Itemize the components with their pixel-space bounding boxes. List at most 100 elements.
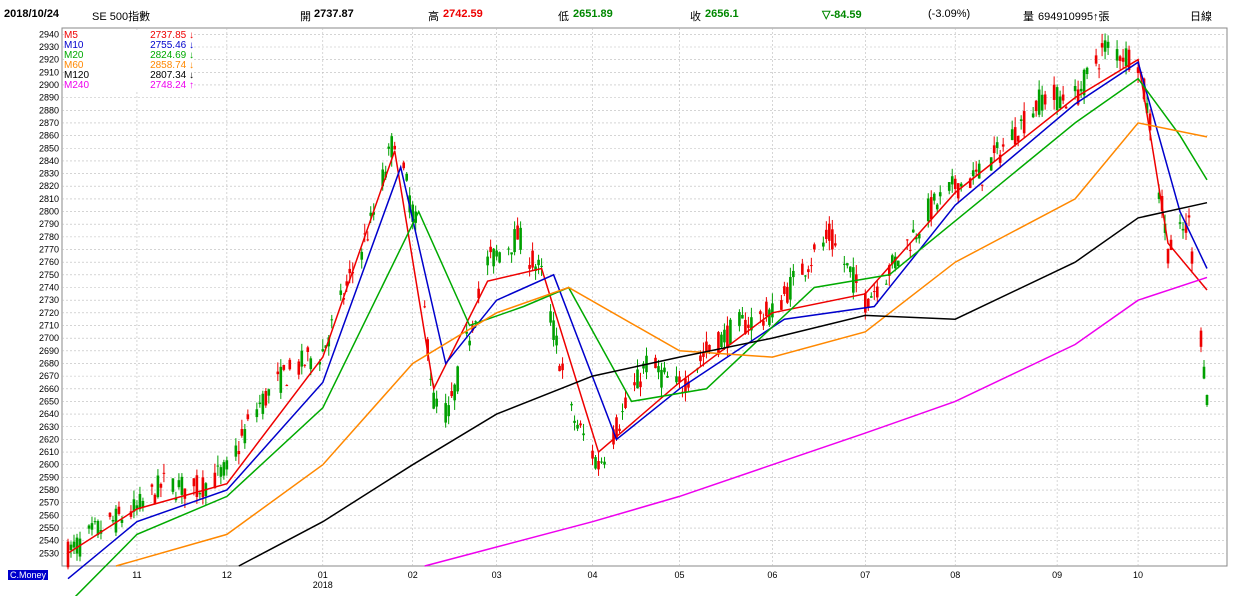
candle-body — [1043, 94, 1047, 105]
candle-body — [1205, 395, 1209, 405]
candle-body — [453, 384, 456, 401]
candle-body — [426, 339, 429, 356]
x-tick-label: 01 — [318, 570, 328, 580]
candle-body — [675, 376, 678, 383]
candle-body — [1187, 215, 1191, 218]
candle-body — [174, 498, 178, 501]
candle-body — [678, 376, 681, 382]
candle-body — [1085, 67, 1089, 75]
candle-body — [884, 283, 888, 285]
y-tick-label: 2800 — [39, 207, 59, 217]
candle-body — [363, 233, 367, 235]
candle-body — [1202, 366, 1206, 379]
candle-body — [1199, 330, 1203, 347]
candle-body — [1019, 119, 1023, 121]
legend-item-m240: M240 2748.24 ↑ — [64, 81, 194, 91]
candle-body — [1016, 135, 1020, 142]
ma-legend: M5 2737.85 ↓ M10 2755.46 ↓ M20 2824.69 ↓… — [64, 31, 194, 91]
candle-body — [603, 461, 606, 465]
legend-value: 2858.74 — [150, 60, 187, 71]
candle-body — [297, 361, 301, 375]
candle-body — [1082, 69, 1086, 96]
y-tick-label: 2930 — [39, 42, 59, 52]
volume-label: 量 — [1023, 11, 1034, 23]
candle-body — [87, 525, 91, 529]
y-tick-label: 2760 — [39, 257, 59, 267]
legend-item-m5: M5 2737.85 ↓ — [64, 31, 194, 41]
candle-body — [600, 461, 603, 463]
y-tick-label: 2780 — [39, 232, 59, 242]
candle-body — [875, 286, 879, 298]
y-tick-label: 2610 — [39, 447, 59, 457]
candle-body — [1118, 56, 1122, 61]
candle-body — [429, 378, 432, 380]
candle-body — [279, 366, 283, 393]
candle-body — [786, 286, 789, 303]
x-tick-label: 10 — [1133, 570, 1143, 580]
candle-body — [96, 520, 100, 535]
series-line-m60 — [115, 122, 1208, 567]
arrow-down-icon: ↓ — [189, 70, 194, 81]
candle-body — [1073, 86, 1077, 92]
candle-body — [971, 170, 975, 177]
candle-body — [726, 325, 729, 349]
candle-body — [486, 256, 489, 266]
candle-body — [780, 300, 783, 310]
legend-value: 2737.85 — [150, 30, 187, 41]
candle-body — [192, 478, 196, 487]
close-value: 2656.1 — [705, 8, 739, 20]
y-tick-label: 2720 — [39, 308, 59, 318]
candle-body — [360, 251, 364, 260]
candle-body — [1079, 88, 1083, 92]
candle-body — [507, 248, 510, 250]
candle-body — [456, 366, 459, 392]
low-label: 低 — [558, 11, 569, 23]
candle-body — [702, 351, 705, 357]
candle-body — [929, 197, 933, 220]
candle-body — [534, 266, 537, 271]
candle-body — [537, 259, 540, 266]
candle-body — [804, 275, 807, 277]
candle-body — [405, 173, 409, 181]
y-tick-label: 2920 — [39, 55, 59, 65]
candle-body — [771, 303, 774, 318]
candle-body — [1115, 49, 1119, 61]
candle-body — [1097, 68, 1101, 70]
candle-body — [474, 321, 477, 323]
candle-body — [1094, 55, 1098, 64]
candle-body — [264, 391, 268, 406]
candle-body — [789, 276, 792, 300]
candle-body — [1031, 113, 1035, 118]
candle-body — [1052, 84, 1056, 100]
candle-body — [1076, 89, 1080, 105]
candle-body — [1013, 127, 1017, 145]
candle-body — [132, 499, 136, 512]
candle-body — [723, 329, 726, 343]
legend-value: 2807.34 — [150, 70, 187, 81]
close-label: 收 — [690, 11, 701, 23]
candle-body — [741, 314, 744, 319]
x-tick-label: 07 — [860, 570, 870, 580]
candle-body — [66, 541, 70, 568]
candle-body — [285, 385, 289, 387]
quote-date: 2018/10/24 — [4, 8, 60, 20]
candle-body — [1145, 103, 1149, 114]
candle-body — [917, 233, 921, 239]
legend-name: M10 — [64, 40, 84, 51]
candle-body — [138, 493, 142, 510]
candle-body — [468, 340, 471, 346]
y-tick-label: 2730 — [39, 295, 59, 305]
candle-body — [129, 511, 133, 517]
candle-body — [1040, 94, 1044, 111]
y-tick-label: 2790 — [39, 219, 59, 229]
legend-value: 2824.69 — [150, 50, 187, 61]
candle-body — [887, 265, 891, 277]
candle-body — [1169, 239, 1173, 251]
series-line-m10 — [67, 61, 1208, 580]
candle-body — [768, 309, 771, 326]
legend-item-m120: M120 2807.34 ↓ — [64, 71, 194, 81]
y-tick-label: 2870 — [39, 118, 59, 128]
candle-body — [234, 445, 238, 457]
candle-body — [492, 248, 495, 267]
